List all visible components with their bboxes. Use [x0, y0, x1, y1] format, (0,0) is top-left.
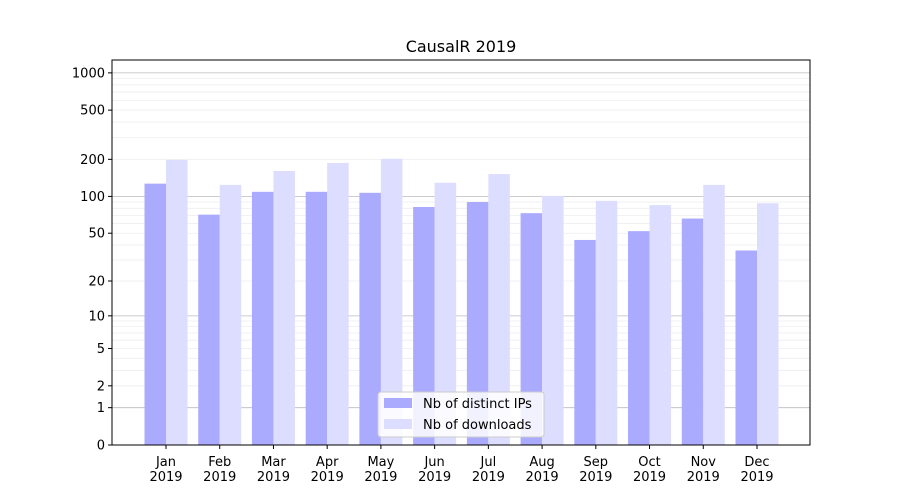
x-tick-label: Feb 2019: [203, 455, 236, 485]
bars: [144, 158, 779, 446]
x-tick-label: Nov 2019: [687, 455, 720, 485]
x-tick-label: Jul 2019: [472, 455, 505, 485]
bar-distinct-ips: [628, 231, 650, 445]
x-tick-label: Jun 2019: [418, 455, 451, 485]
bar-distinct-ips: [359, 192, 381, 445]
bar-downloads: [166, 159, 188, 445]
x-axis: Jan 2019 Feb 2019 Mar 2019 Apr 2019 May 2019 Jun 20…: [149, 445, 774, 485]
bar-distinct-ips: [144, 183, 166, 445]
plot-frame: [111, 59, 811, 446]
x-tick-label: Mar 2019: [257, 455, 290, 485]
bar-distinct-ips: [198, 214, 220, 445]
x-tick-label: Sep 2019: [579, 455, 612, 485]
x-tick-label: Jan 2019: [149, 455, 182, 485]
y-tick-label: 200: [80, 153, 105, 168]
legend: Nb of distinct IPs Nb of downloads: [377, 391, 545, 438]
y-tick-label: 10: [88, 309, 105, 324]
x-tick-label: May 2019: [364, 455, 397, 485]
x-tick-label: Oct 2019: [633, 455, 666, 485]
bar-downloads: [649, 205, 672, 445]
y-tick-label: 0: [97, 439, 105, 454]
bar-distinct-ips: [681, 218, 704, 445]
y-tick-label: 1000: [72, 66, 105, 81]
y-axis: 0 1 2 5 10 20 50 100 200 500 1000: [72, 66, 112, 454]
chart-title: CausalR 2019: [406, 37, 517, 56]
legend-label-downloads: Nb of downloads: [423, 418, 532, 433]
bar-distinct-ips: [574, 239, 596, 445]
bar-distinct-ips: [251, 191, 274, 445]
bar-downloads: [488, 174, 510, 445]
legend-box: [377, 391, 545, 438]
y-tick-label: 5: [97, 342, 105, 357]
y-tick-label: 100: [80, 190, 105, 205]
y-tick-label: 20: [88, 275, 105, 290]
bar-downloads: [327, 162, 349, 445]
bar-downloads: [595, 200, 618, 445]
legend-swatch-ips: [384, 398, 412, 408]
x-tick-label: Apr 2019: [311, 455, 344, 485]
bar-downloads: [542, 195, 564, 445]
y-tick-label: 1: [97, 401, 105, 416]
bar-distinct-ips: [466, 202, 489, 445]
x-tick-label: Aug 2019: [526, 455, 559, 485]
y-tick-label: 50: [88, 227, 105, 242]
bar-downloads: [757, 203, 779, 445]
bar-downloads: [273, 170, 295, 445]
bar-distinct-ips: [735, 250, 757, 445]
bar-downloads: [703, 184, 725, 445]
y-tick-label: 2: [97, 379, 105, 394]
bar-distinct-ips: [520, 213, 543, 445]
bar-downloads: [380, 158, 403, 446]
legend-label-ips: Nb of distinct IPs: [423, 397, 532, 412]
bar-downloads: [434, 182, 457, 445]
y-tick-label: 500: [80, 104, 105, 119]
bar-distinct-ips: [305, 191, 328, 445]
legend-swatch-downloads: [384, 419, 412, 429]
bar-downloads: [219, 184, 242, 445]
bar-distinct-ips: [413, 206, 435, 445]
x-tick-label: Dec 2019: [740, 455, 773, 485]
